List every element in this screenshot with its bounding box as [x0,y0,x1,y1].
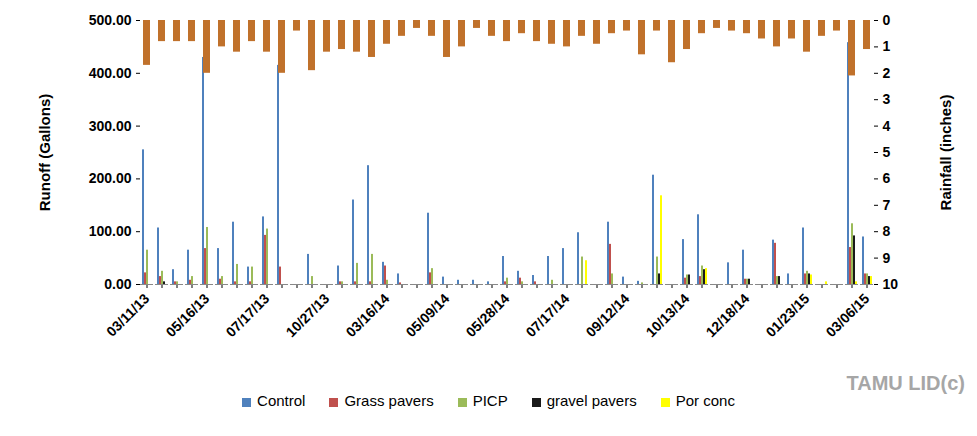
svg-text:09/12/14: 09/12/14 [582,290,632,340]
html-text:Control: Control [257,392,306,409]
svg-text:400.00: 400.00 [89,65,132,81]
svg-text:2: 2 [883,65,891,81]
svg-text:07/17/13: 07/17/13 [222,290,272,340]
svg-text:7: 7 [883,197,891,213]
svg-text:3: 3 [883,91,891,107]
svg-text:10/27/13: 10/27/13 [282,290,332,340]
svg-text:500.00: 500.00 [89,12,132,28]
svg-text:5: 5 [883,144,891,160]
svg-text:05/16/13: 05/16/13 [162,290,212,340]
html-text:gravel pavers: gravel pavers [546,392,637,409]
svg-text:01/23/15: 01/23/15 [762,290,812,340]
svg-text:300.00: 300.00 [89,118,132,134]
svg-text:05/28/14: 05/28/14 [462,290,512,340]
svg-text:10: 10 [883,276,899,292]
html-text:Runoff (Gallons): Runoff (Gallons) [35,93,53,211]
svg-text:03/16/14: 03/16/14 [342,290,392,340]
svg-text:6: 6 [883,170,891,186]
html-text:TAMU LID(c): TAMU LID(c) [846,372,965,394]
html-text:Por conc: Por conc [675,392,735,409]
svg-text:0: 0 [883,12,891,28]
svg-text:07/17/14: 07/17/14 [522,290,572,340]
svg-text:8: 8 [883,223,891,239]
svg-text:9: 9 [883,250,891,266]
svg-text:200.00: 200.00 [89,170,132,186]
svg-text:03/11/13: 03/11/13 [103,290,152,339]
svg-text:0.00: 0.00 [104,276,131,292]
svg-text:05/09/14: 05/09/14 [402,290,452,340]
html-text:PICP: PICP [472,392,508,409]
html-text:Grass pavers: Grass pavers [344,392,434,409]
svg-text:4: 4 [883,118,891,134]
html-text:Rainfall (inches): Rainfall (inches) [937,94,955,210]
svg-text:12/18/14: 12/18/14 [702,290,752,340]
svg-text:03/06/15: 03/06/15 [822,290,872,340]
svg-text:100.00: 100.00 [89,223,132,239]
svg-text:10/13/14: 10/13/14 [642,290,692,340]
svg-text:1: 1 [883,38,891,54]
